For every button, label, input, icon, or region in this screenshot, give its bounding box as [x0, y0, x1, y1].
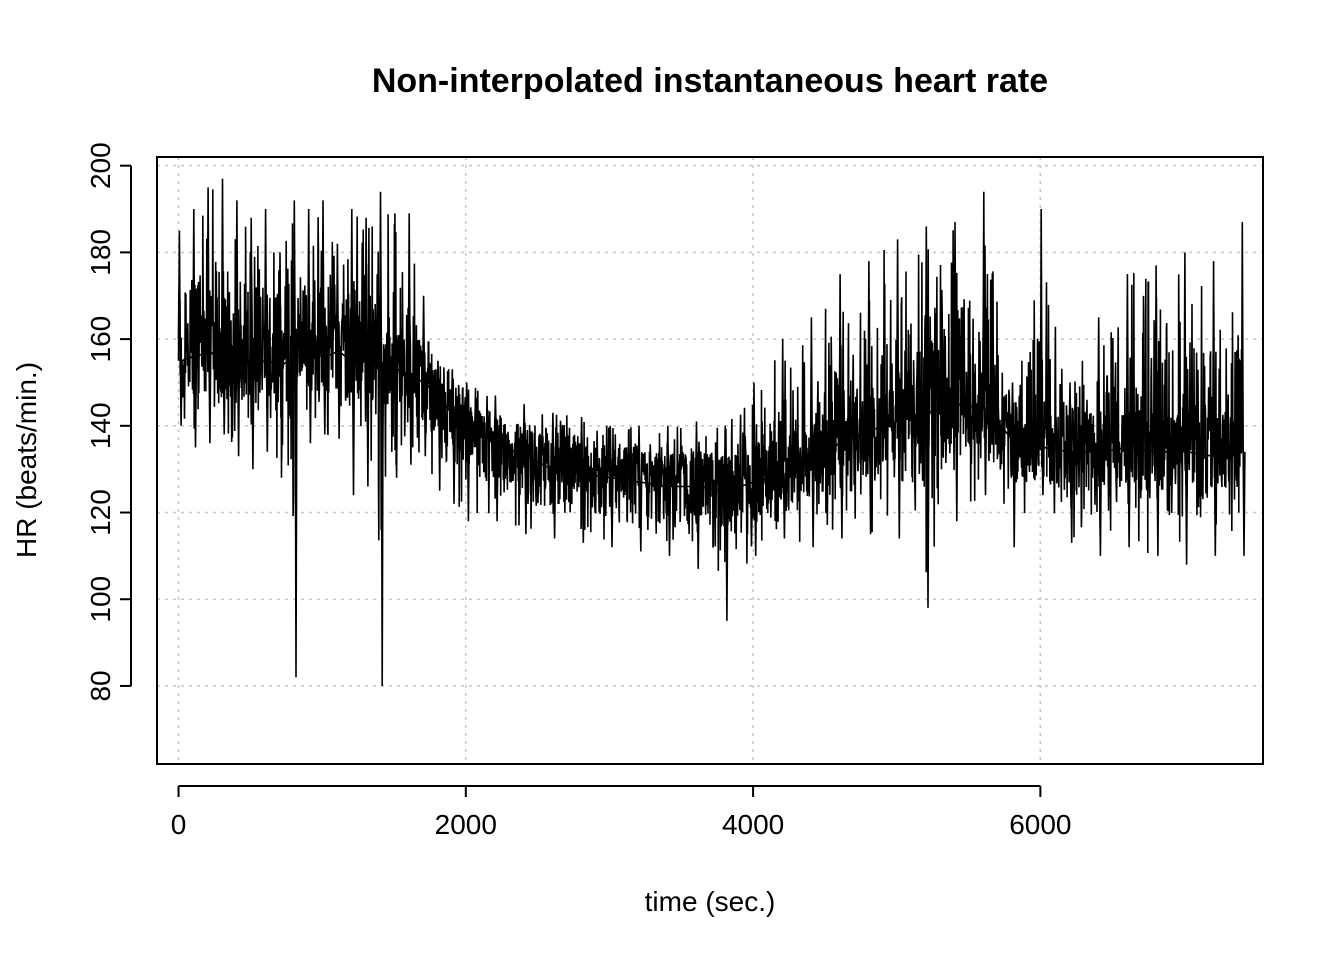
y-tick-label: 160: [85, 316, 116, 363]
y-tick-label: 80: [85, 670, 116, 701]
series-hr: [177, 178, 1246, 687]
x-tick-label: 6000: [1009, 809, 1071, 840]
plot-frame: [156, 156, 1264, 765]
x-tick-label: 2000: [435, 809, 497, 840]
chart-title: Non-interpolated instantaneous heart rat…: [372, 62, 1048, 100]
hr-series-peaks: [177, 178, 1246, 687]
x-axis: 0 2000 4000 6000: [171, 785, 1072, 840]
y-axis: 80 100 120 140 160 180 200: [85, 142, 132, 702]
x-tick-label: 0: [171, 809, 187, 840]
hr-series-line: [177, 189, 1243, 573]
y-tick-label: 140: [85, 402, 116, 449]
y-tick-label: 180: [85, 229, 116, 276]
x-tick-label: 4000: [722, 809, 784, 840]
y-tick-label: 120: [85, 489, 116, 536]
y-axis-label: HR (beats/min.): [11, 362, 42, 558]
y-tick-label: 200: [85, 142, 116, 189]
y-tick-label: 100: [85, 576, 116, 623]
x-axis-label: time (sec.): [645, 886, 776, 917]
